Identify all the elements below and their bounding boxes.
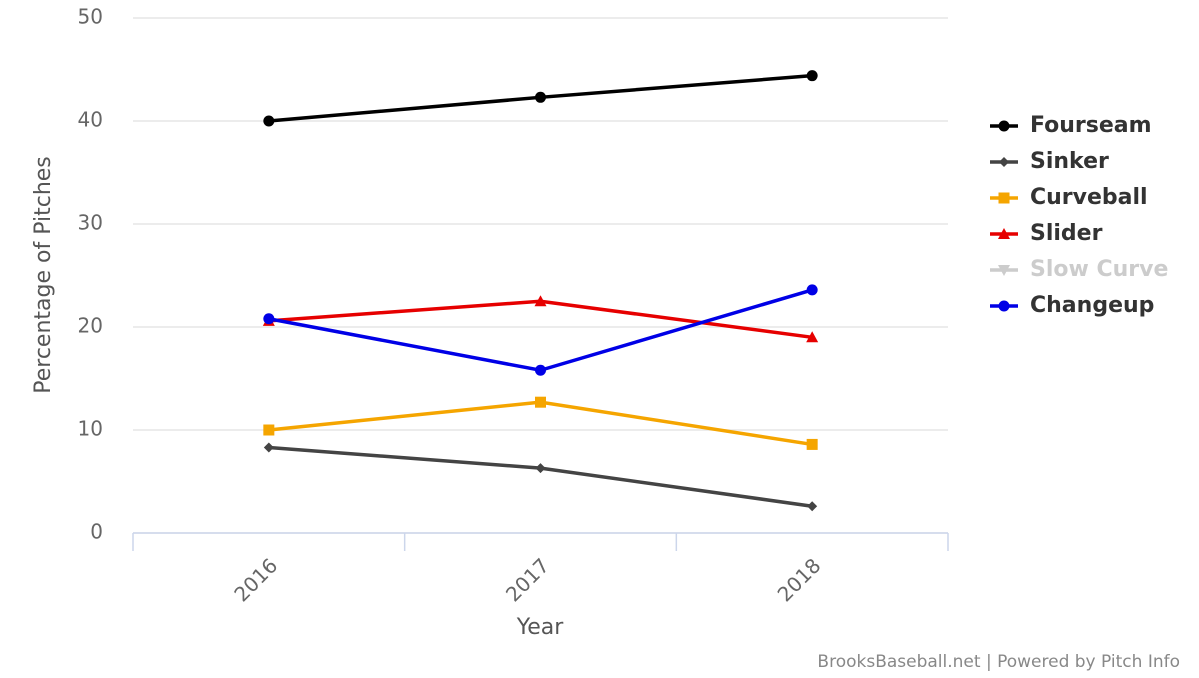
data-point bbox=[807, 501, 818, 512]
data-point bbox=[535, 91, 546, 103]
legend-label: Slider bbox=[1030, 221, 1103, 246]
data-point bbox=[535, 463, 546, 474]
data-point bbox=[534, 295, 547, 307]
data-point bbox=[806, 438, 818, 450]
data-point bbox=[263, 115, 275, 127]
legend-label: Fourseam bbox=[1030, 113, 1152, 138]
y-tick-label: 10 bbox=[78, 417, 103, 441]
data-point bbox=[263, 424, 275, 436]
y-tick-label: 30 bbox=[78, 211, 103, 235]
legend-marker bbox=[998, 120, 1010, 132]
data-point bbox=[535, 364, 546, 376]
x-axis-label: Year bbox=[516, 615, 565, 640]
series-line bbox=[268, 400, 813, 447]
y-tick-label: 0 bbox=[90, 520, 103, 544]
credits: BrooksBaseball.net | Powered by Pitch In… bbox=[817, 652, 1180, 672]
legend-marker bbox=[998, 265, 1010, 276]
data-point bbox=[806, 70, 818, 82]
legend-label: Curveball bbox=[1030, 185, 1148, 210]
x-tick-label: 2017 bbox=[501, 553, 554, 606]
x-tick-label: 2018 bbox=[773, 553, 826, 606]
legend-label: Changeup bbox=[1030, 293, 1154, 318]
x-tick-label: 2016 bbox=[229, 553, 282, 606]
legend-marker bbox=[999, 157, 1009, 167]
y-tick-label: 20 bbox=[78, 314, 103, 338]
legend-marker bbox=[998, 228, 1010, 239]
series-line bbox=[268, 299, 813, 340]
legend-marker bbox=[998, 192, 1010, 204]
data-point bbox=[263, 442, 274, 453]
y-tick-label: 50 bbox=[78, 5, 103, 29]
y-axis-label: Percentage of Pitches bbox=[31, 156, 56, 394]
y-tick-label: 40 bbox=[78, 108, 103, 132]
data-point bbox=[263, 313, 275, 325]
data-point bbox=[806, 284, 818, 296]
legend-marker bbox=[998, 300, 1010, 312]
series-line bbox=[268, 445, 813, 508]
data-point bbox=[806, 331, 819, 343]
legend-label: Slow Curve bbox=[1030, 257, 1168, 282]
legend-label: Sinker bbox=[1030, 149, 1109, 174]
data-point bbox=[535, 396, 546, 408]
